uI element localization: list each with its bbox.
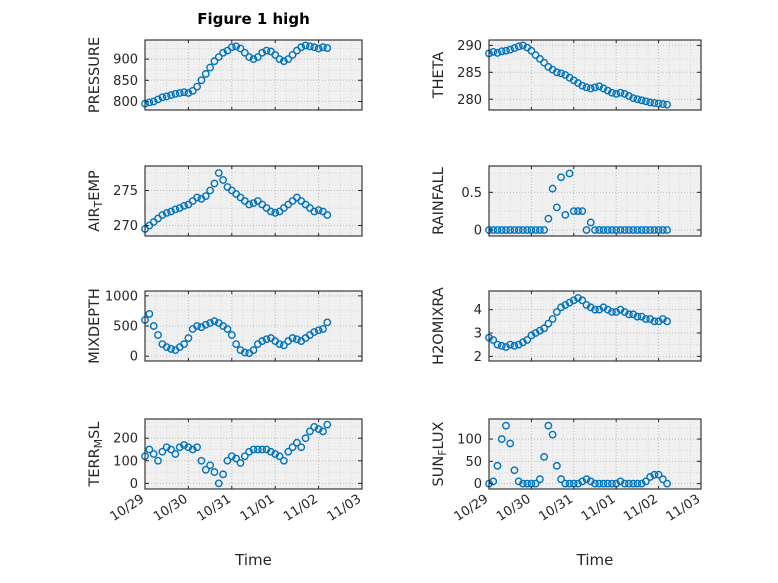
y-tick-label: 0 xyxy=(474,477,482,492)
y-tick-label: 100 xyxy=(457,433,482,448)
y-tick-label: 100 xyxy=(113,454,138,469)
y-tick-label: 0 xyxy=(130,477,138,492)
y-tick-label: 850 xyxy=(113,74,138,89)
chart-terrmsl: 0 100 200 10/29 10/30 10/31 11/01 11/02 11/03 Tim… xyxy=(87,418,365,569)
y-tick-label: 50 xyxy=(465,455,482,470)
x-tick-label: 10/29 xyxy=(452,492,492,525)
y-tick-label: 4 xyxy=(474,303,482,318)
y-tick-label: 500 xyxy=(113,320,138,335)
scatter-markers xyxy=(141,420,332,488)
scatter-markers xyxy=(141,41,332,108)
x-tick-label: 10/30 xyxy=(151,492,191,525)
scatter-markers xyxy=(485,41,671,109)
x-tick-label: 11/03 xyxy=(325,492,365,525)
y-axis-label: SUNFLUX xyxy=(431,421,449,486)
y-tick-label: 0 xyxy=(130,350,138,365)
y-tick-label: 270 xyxy=(113,219,138,234)
x-tick-label: 11/02 xyxy=(281,492,321,525)
y-tick-label: 900 xyxy=(113,53,138,68)
y-tick-label: 2 xyxy=(474,350,482,365)
chart-sunflux: 0 50 100 10/29 10/30 10/31 11/01 11/02 11/03 Time… xyxy=(431,418,704,569)
y-tick-label: 280 xyxy=(457,93,482,108)
chart-rainfall: 0 0.5 RAINFALL xyxy=(431,165,702,239)
y-tick-label: 1000 xyxy=(105,289,138,304)
chart-h2omixra: 2 3 4 H2OMIXRA xyxy=(431,287,702,365)
x-tick-label: 10/30 xyxy=(494,492,534,525)
chart-theta: 280 285 290 THETA xyxy=(431,39,702,111)
x-tick-label: 11/03 xyxy=(664,492,704,525)
x-tick-label: 10/31 xyxy=(194,492,234,525)
y-axis-label: TERRMSL xyxy=(87,422,105,488)
y-axis-label: H2OMIXRA xyxy=(431,287,447,365)
x-axis-label: Time xyxy=(576,551,614,569)
y-tick-label: 285 xyxy=(457,66,482,81)
scatter-markers xyxy=(141,169,332,233)
y-tick-label: 800 xyxy=(113,95,138,110)
y-axis-label: THETA xyxy=(431,52,447,100)
chart-airtemp: 270 275 AIRTEMP xyxy=(87,165,363,237)
x-axis-label: Time xyxy=(234,551,272,569)
y-tick-label: 3 xyxy=(474,327,482,342)
y-axis-label: RAINFALL xyxy=(431,167,447,235)
y-axis-label: AIRTEMP xyxy=(87,170,105,232)
x-tick-label: 11/02 xyxy=(621,492,661,525)
x-tick-label: 11/01 xyxy=(579,492,619,525)
x-tick-label: 10/31 xyxy=(536,492,576,525)
y-axis-label: PRESSURE xyxy=(87,37,103,113)
figure-title: Figure 1 high xyxy=(197,10,310,28)
x-tick-label: 11/01 xyxy=(238,492,278,525)
y-tick-label: 0 xyxy=(474,224,482,239)
y-tick-label: 200 xyxy=(113,432,138,447)
scatter-markers xyxy=(485,421,671,488)
y-tick-label: 275 xyxy=(113,184,138,199)
chart-pressure: 800 850 900 PRESSURE xyxy=(87,37,363,113)
y-axis-label: MIXDEPTH xyxy=(87,288,103,364)
y-tick-label: 0.5 xyxy=(461,186,482,201)
y-tick-label: 290 xyxy=(457,39,482,54)
x-tick-label: 10/29 xyxy=(108,492,148,525)
